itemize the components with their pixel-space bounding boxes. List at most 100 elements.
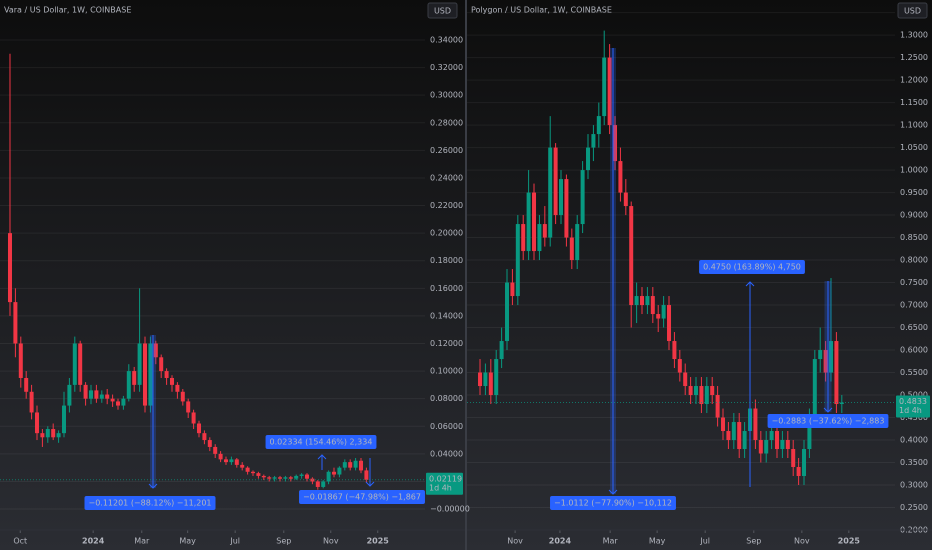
currency-label[interactable]: USD (904, 7, 921, 16)
candle-body (61, 405, 66, 434)
candle-body (559, 179, 564, 216)
candle-body (256, 473, 261, 476)
chart-title: Vara / US Dollar, 1W, COINBASE (4, 6, 131, 15)
measure-label: −0.11201 (−88.12%) −11,201 (88, 499, 211, 508)
x-tick-label: Jul (699, 537, 710, 546)
candle-body (67, 384, 72, 406)
candle-body (704, 386, 709, 405)
candle-body (332, 471, 337, 475)
candle-body (499, 341, 504, 360)
candle-body (7, 233, 12, 303)
candle-body (272, 477, 277, 479)
candle-body (780, 440, 785, 450)
candle-body (294, 475, 299, 479)
y-tick-label: 0.16000 (430, 284, 463, 293)
candle-body (229, 459, 234, 463)
candle-body (364, 470, 369, 480)
candle-body (288, 477, 293, 479)
candle-body (207, 440, 212, 447)
currency-label[interactable]: USD (434, 7, 451, 16)
candle-body (251, 471, 256, 474)
candle-body (13, 302, 18, 344)
y-tick-label: 0.04000 (430, 449, 463, 458)
candle-body (213, 446, 218, 454)
last-price-label: 0.4833 (899, 397, 927, 406)
countdown-label: 1d 4h (899, 406, 922, 415)
x-tick-label: 2025 (838, 537, 861, 546)
candle-body (359, 460, 364, 471)
y-tick-label: 0.30000 (430, 91, 463, 100)
y-tick-label: −0.00000 (430, 505, 470, 514)
candle-body (56, 433, 61, 438)
currency-button[interactable] (897, 2, 928, 19)
candle-body (186, 401, 191, 413)
y-tick-label: 0.8000 (900, 256, 928, 265)
x-tick-label: 2024 (549, 537, 572, 546)
candle-body (88, 390, 93, 399)
candle-body (575, 224, 580, 261)
candle-body (607, 57, 612, 126)
currency-button[interactable] (427, 2, 458, 19)
candle-body (548, 147, 553, 238)
y-tick-label: 1.0000 (900, 166, 928, 175)
candle-body (224, 459, 229, 463)
candle-body (137, 343, 142, 385)
candle-body (542, 224, 547, 238)
measure-arrow-head (148, 483, 158, 489)
pane-background (0, 0, 465, 550)
candle-body (802, 449, 807, 477)
candle-body (515, 224, 520, 297)
y-tick-label: 0.34000 (430, 36, 463, 45)
y-tick-label: 0.5000 (900, 391, 928, 400)
candle-body (283, 477, 288, 479)
y-tick-label: 0.5500 (900, 368, 928, 377)
candle-body (510, 282, 515, 297)
y-tick-label: 1.2500 (900, 53, 928, 62)
candle-body (83, 384, 88, 399)
candle-body (175, 384, 180, 392)
candle-body (564, 179, 569, 238)
candle-body (699, 386, 704, 405)
candle-body (629, 206, 634, 306)
y-tick-label: 0.6000 (900, 346, 928, 355)
candle-body (775, 431, 780, 450)
y-tick-label: 0.8500 (900, 233, 928, 242)
candle-body (321, 481, 326, 487)
x-tick-label: Jul (229, 537, 240, 546)
y-tick-label: 0.3000 (900, 481, 928, 490)
candle-body (537, 224, 542, 252)
y-tick-label: 0.14000 (430, 311, 463, 320)
pane-background (467, 0, 932, 550)
measure-label: −0.01867 (−47.98%) −1,867 (303, 493, 421, 502)
x-tick-label: 2025 (367, 537, 390, 546)
candle-body (667, 305, 672, 342)
candle-body (818, 350, 823, 360)
candle-body (656, 314, 661, 319)
candle-body (618, 161, 623, 193)
measure-arrow-head (608, 489, 618, 495)
candle-body (494, 359, 499, 396)
x-tick-label: Sep (746, 537, 761, 546)
candle-body (305, 474, 310, 479)
candle-body (596, 116, 601, 135)
candle-body (521, 224, 526, 252)
candle-body (737, 422, 742, 450)
last-price-box (896, 395, 930, 418)
x-tick-label: Nov (794, 537, 810, 546)
candle-body (602, 57, 607, 117)
candle-body (353, 460, 358, 468)
measure-label-box (299, 490, 425, 504)
measure-label: 0.02334 (154.46%) 2,334 (270, 438, 373, 447)
y-tick-label: 0.7000 (900, 301, 928, 310)
candle-body (196, 423, 201, 434)
candle-body (569, 237, 574, 261)
candle-body (72, 343, 77, 385)
candle-body (823, 350, 828, 373)
candle-body (796, 467, 801, 477)
candle-body (18, 343, 23, 378)
candle-body (51, 429, 56, 438)
candle-body (829, 341, 834, 373)
measure-label-box (550, 496, 676, 510)
last-price-box (426, 472, 463, 495)
y-tick-label: 0.32000 (430, 63, 463, 72)
